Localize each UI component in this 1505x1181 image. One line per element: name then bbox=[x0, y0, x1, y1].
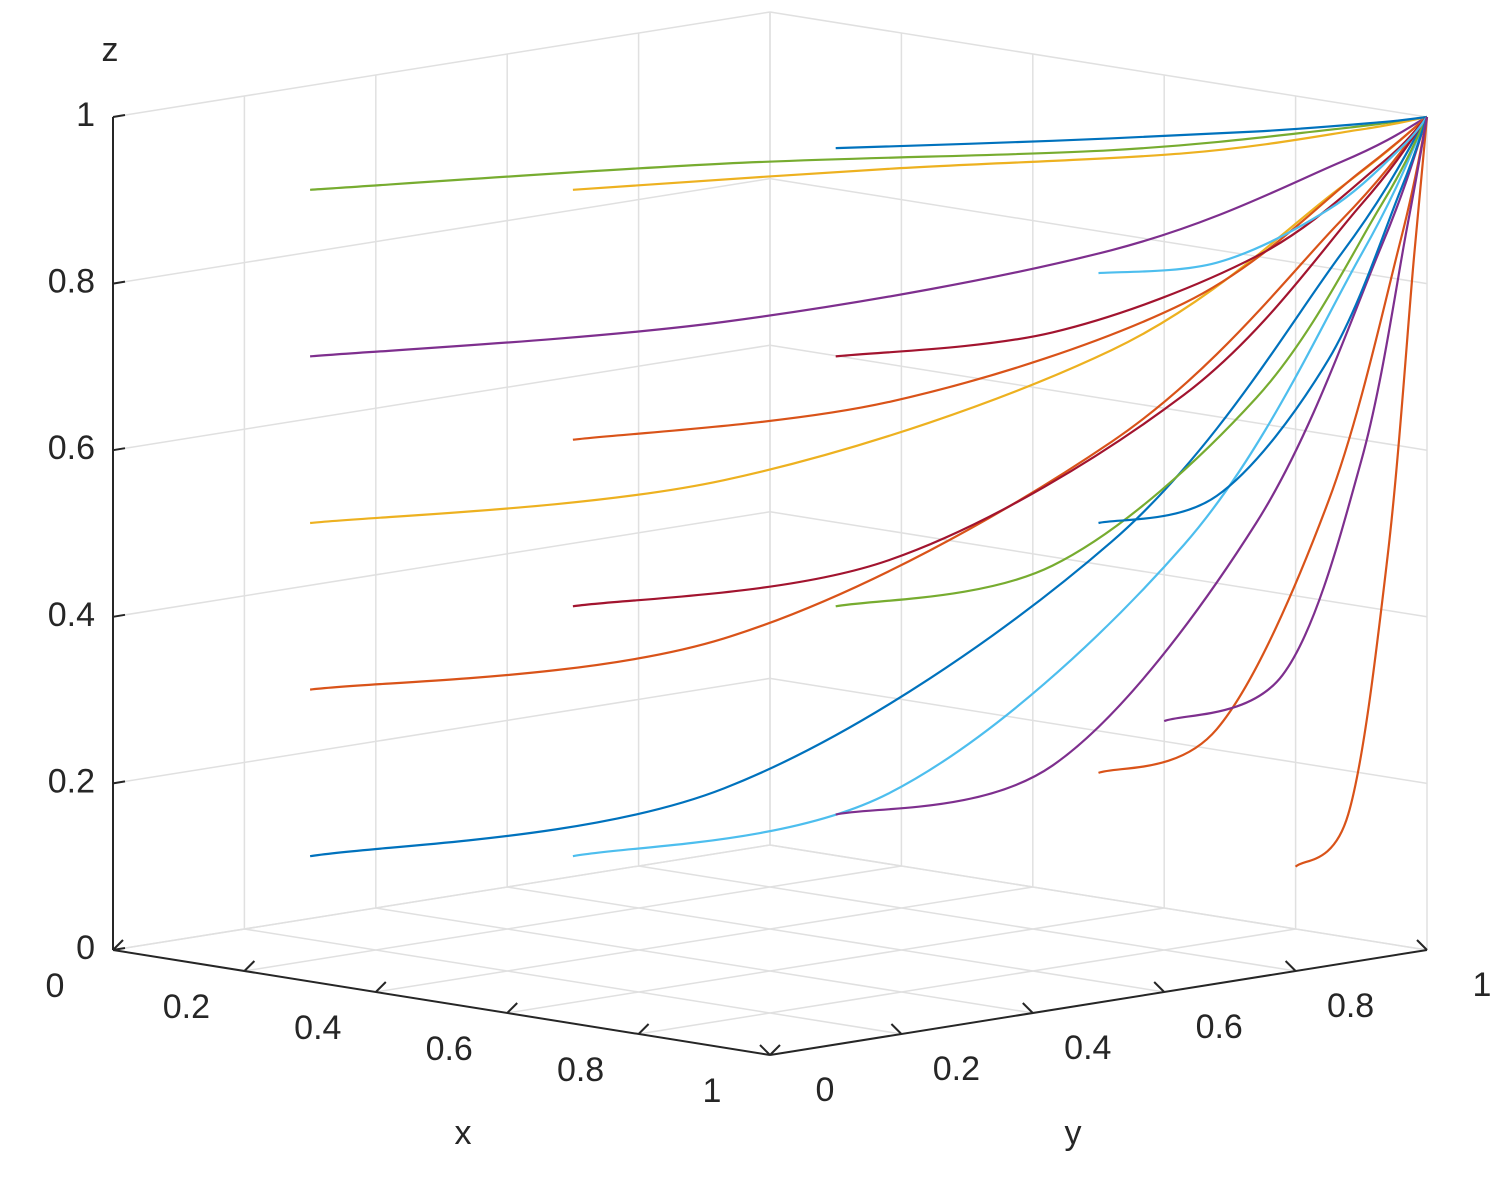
y-tick bbox=[1284, 960, 1297, 972]
y-tick-label: 0.4 bbox=[1064, 1029, 1111, 1067]
y-tick bbox=[1022, 1002, 1034, 1014]
trajectory bbox=[1163, 116, 1429, 723]
grid-line bbox=[769, 344, 1428, 451]
x-axis-label: x bbox=[455, 1114, 472, 1152]
grid-line bbox=[112, 677, 771, 785]
y-tick bbox=[1416, 939, 1428, 951]
x-tick-label: 0.6 bbox=[426, 1030, 473, 1068]
x-tick-label: 0 bbox=[46, 967, 65, 1005]
y-tick bbox=[759, 1044, 771, 1056]
trajectory bbox=[572, 116, 1428, 608]
grid-line bbox=[638, 928, 1296, 1035]
z-tick bbox=[112, 114, 126, 118]
z-tick-label: 1 bbox=[76, 96, 95, 134]
x-axis bbox=[112, 949, 771, 1056]
x-tick-label: 0.8 bbox=[557, 1051, 604, 1089]
x-tick bbox=[506, 1002, 518, 1014]
grid-line bbox=[638, 865, 1296, 972]
trajectory bbox=[1098, 116, 1429, 525]
grid-line bbox=[375, 907, 1033, 1014]
grid-line bbox=[112, 177, 771, 285]
trajectory bbox=[1294, 116, 1429, 868]
y-tick-label: 0.6 bbox=[1196, 1008, 1243, 1046]
x-tick bbox=[769, 1044, 781, 1056]
x-tick-label: 1 bbox=[703, 1072, 722, 1110]
x-tick-label: 0.4 bbox=[294, 1009, 341, 1047]
grid-line bbox=[112, 511, 771, 618]
z-tick-label: 0.4 bbox=[48, 596, 95, 634]
y-axis bbox=[769, 949, 1428, 1056]
z-tick bbox=[112, 280, 126, 285]
z-tick bbox=[112, 780, 126, 785]
trajectory bbox=[835, 116, 1429, 816]
grid-line bbox=[507, 886, 1165, 993]
grid-line bbox=[244, 865, 902, 972]
y-tick bbox=[890, 1023, 903, 1035]
z-tick bbox=[112, 613, 126, 618]
trajectory bbox=[310, 115, 1428, 191]
z-tick-label: 0 bbox=[76, 929, 95, 967]
y-tick-label: 0.8 bbox=[1327, 987, 1374, 1025]
grid-line bbox=[112, 344, 771, 451]
trajectory bbox=[310, 116, 1428, 358]
trajectory bbox=[835, 116, 1428, 608]
trajectory bbox=[572, 115, 1428, 191]
y-tick-label: 0 bbox=[816, 1071, 835, 1109]
grid-line bbox=[244, 928, 902, 1035]
z-tick-label: 0.8 bbox=[48, 263, 95, 301]
trajectory bbox=[1098, 116, 1429, 774]
grid-line bbox=[769, 177, 1428, 285]
trajectory bbox=[1098, 116, 1428, 275]
x-tick-label: 0.2 bbox=[163, 988, 210, 1026]
grid-line bbox=[769, 511, 1428, 618]
trajectory bbox=[309, 116, 1428, 691]
trajectory bbox=[572, 116, 1428, 441]
x-tick bbox=[112, 939, 124, 951]
z-tick-label: 0.6 bbox=[48, 429, 95, 467]
trajectory bbox=[309, 116, 1428, 858]
trajectory bbox=[835, 115, 1428, 150]
grid-line bbox=[769, 677, 1428, 785]
grid-line bbox=[112, 844, 771, 951]
grid-line bbox=[769, 844, 1428, 951]
z-axis-label: z bbox=[102, 31, 119, 69]
y-tick-label: 0.2 bbox=[933, 1050, 980, 1088]
z-tick bbox=[112, 447, 126, 452]
z-tick bbox=[112, 947, 126, 951]
x-tick bbox=[637, 1023, 650, 1035]
trajectory bbox=[572, 116, 1428, 858]
y-axis-label: y bbox=[1065, 1114, 1082, 1152]
y-tick bbox=[1153, 981, 1165, 993]
x-tick bbox=[243, 960, 256, 972]
trajectory bbox=[835, 116, 1428, 358]
grid-line bbox=[507, 907, 1165, 1014]
grid-line bbox=[375, 886, 1033, 993]
x-tick bbox=[375, 981, 387, 993]
y-tick-label: 1 bbox=[1473, 966, 1492, 1004]
grid-line bbox=[112, 11, 771, 118]
z-tick-label: 0.2 bbox=[48, 762, 95, 800]
grid-line bbox=[769, 11, 1428, 118]
